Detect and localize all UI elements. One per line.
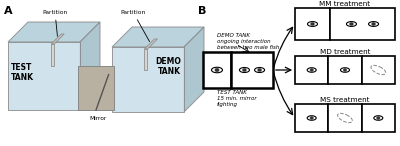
Ellipse shape xyxy=(242,68,246,72)
Text: A: A xyxy=(4,6,13,16)
Ellipse shape xyxy=(310,68,313,71)
Text: Partition: Partition xyxy=(42,9,68,36)
Ellipse shape xyxy=(377,117,380,119)
Ellipse shape xyxy=(308,22,318,26)
Text: MM treatment: MM treatment xyxy=(320,1,370,7)
Bar xyxy=(328,104,362,132)
Polygon shape xyxy=(80,22,100,110)
Bar xyxy=(330,8,395,40)
Ellipse shape xyxy=(311,22,314,26)
Polygon shape xyxy=(51,34,64,44)
Ellipse shape xyxy=(307,116,316,120)
Bar xyxy=(362,56,395,84)
Ellipse shape xyxy=(254,67,264,73)
Text: TEST TANK
15 min. mirror
fighting: TEST TANK 15 min. mirror fighting xyxy=(217,90,257,107)
Bar xyxy=(144,49,147,70)
Ellipse shape xyxy=(368,22,378,26)
Text: TEST
TANK: TEST TANK xyxy=(11,63,34,82)
Bar xyxy=(8,42,80,110)
Ellipse shape xyxy=(340,68,350,72)
Text: Partition: Partition xyxy=(120,9,150,42)
Polygon shape xyxy=(112,27,204,47)
Ellipse shape xyxy=(372,22,376,26)
Text: MS treatment: MS treatment xyxy=(320,97,370,103)
Text: B: B xyxy=(198,6,206,16)
Text: Mirror: Mirror xyxy=(89,116,107,121)
Ellipse shape xyxy=(346,22,356,26)
Bar xyxy=(295,104,328,132)
Ellipse shape xyxy=(374,116,383,120)
Ellipse shape xyxy=(258,68,262,72)
Polygon shape xyxy=(8,22,100,42)
Ellipse shape xyxy=(215,68,219,72)
Ellipse shape xyxy=(343,68,347,71)
Ellipse shape xyxy=(350,22,353,26)
Bar xyxy=(51,44,54,66)
Ellipse shape xyxy=(307,68,316,72)
Bar xyxy=(295,8,330,40)
Text: DEMO
TANK: DEMO TANK xyxy=(155,57,181,76)
Bar xyxy=(203,52,231,88)
Ellipse shape xyxy=(212,67,222,73)
Polygon shape xyxy=(184,27,204,112)
Polygon shape xyxy=(144,39,158,49)
Ellipse shape xyxy=(240,67,250,73)
Bar xyxy=(362,104,395,132)
Bar xyxy=(328,56,362,84)
Bar xyxy=(112,47,184,112)
Text: DEMO TANK
ongoing interaction
between two male fish: DEMO TANK ongoing interaction between tw… xyxy=(217,33,279,50)
Ellipse shape xyxy=(310,117,313,119)
Bar xyxy=(295,56,328,84)
Bar xyxy=(231,52,273,88)
Bar xyxy=(78,66,114,110)
Text: MD treatment: MD treatment xyxy=(320,49,370,55)
